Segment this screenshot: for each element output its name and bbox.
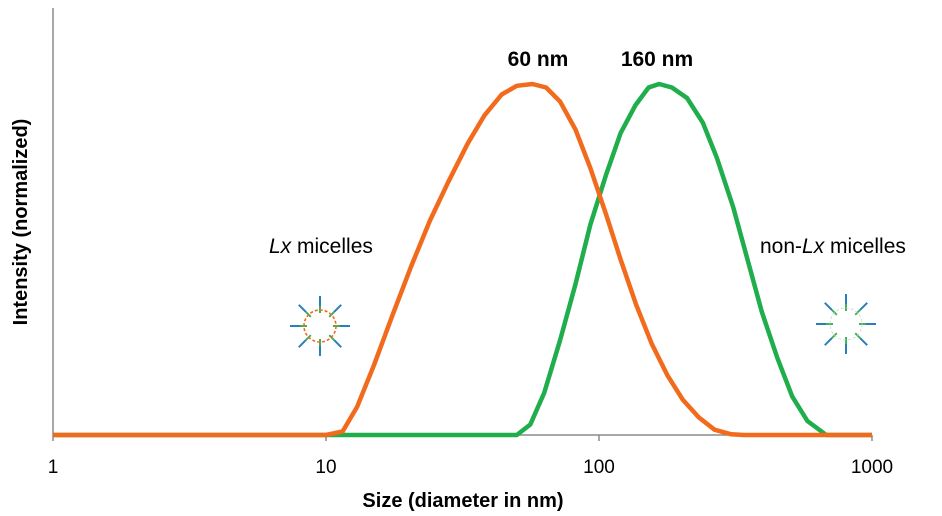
micelle-spoke-inner xyxy=(854,332,861,339)
annotation-non-lx-micelles: non-Lx micelles xyxy=(760,235,906,258)
annotation-non-lx-italic: Lx xyxy=(802,235,826,258)
peak-label-160nm: 160 nm xyxy=(621,48,693,71)
micelle-spoke-inner xyxy=(831,332,838,339)
peak-label-60nm: 60 nm xyxy=(508,48,569,71)
x-tick-label: 1 xyxy=(48,457,59,478)
micelle-spoke-outer xyxy=(298,339,307,348)
series-line-160nm xyxy=(53,81,872,438)
micelle-spoke-outer xyxy=(298,304,307,313)
annotation-lx-micelles: Lx micelles xyxy=(269,235,373,258)
annotation-non-lx-rest: micelles xyxy=(824,235,906,258)
x-axis-title: Size (diameter in nm) xyxy=(362,490,563,512)
micelle-spoke-outer xyxy=(333,339,342,348)
micelle-spoke-outer xyxy=(859,337,868,346)
x-tick-label: 1000 xyxy=(851,457,893,478)
annotation-lx-rest: micelles xyxy=(291,235,373,258)
micelle-spoke-outer xyxy=(859,302,868,311)
micelle-core-ring xyxy=(303,309,337,343)
annotation-lx-italic: Lx xyxy=(269,235,293,258)
lx-micelle-icon xyxy=(290,296,350,356)
series-line-60nm xyxy=(53,81,872,438)
x-tick-label: 100 xyxy=(583,457,615,478)
micelle-spoke-outer xyxy=(824,337,833,346)
annotation-non-prefix: non- xyxy=(760,235,802,258)
x-tick-label: 10 xyxy=(315,457,336,478)
micelle-spoke-inner xyxy=(854,309,861,316)
micelle-spoke-inner xyxy=(831,309,838,316)
micelle-core-ring xyxy=(829,307,863,341)
series-group xyxy=(53,81,872,438)
x-ticks: 1 10 100 1000 xyxy=(48,435,893,478)
micelle-spoke-outer xyxy=(824,302,833,311)
y-axis-title: Intensity (normalized) xyxy=(10,119,32,326)
micelle-spoke-outer xyxy=(333,304,342,313)
non-lx-micelle-icon xyxy=(816,294,876,354)
